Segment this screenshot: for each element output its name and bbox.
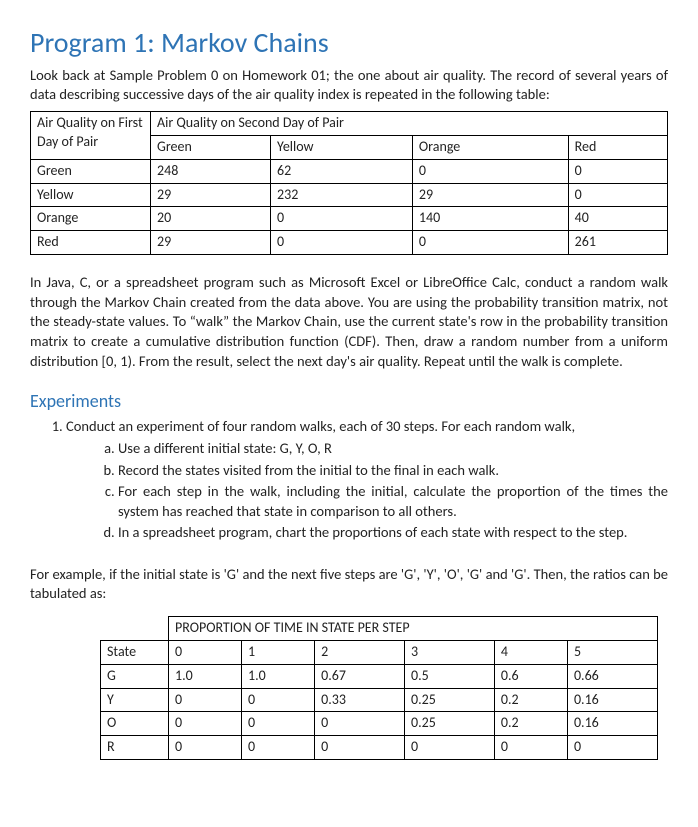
cell: 0 — [494, 736, 567, 760]
col-header: 4 — [494, 640, 567, 664]
cell: 1.0 — [169, 664, 242, 688]
page-title: Program 1: Markov Chains — [30, 24, 668, 62]
col-header: Green — [151, 135, 271, 159]
header-second-day: Air Quality on Second Day of Pair — [151, 111, 668, 135]
row-label: G — [101, 664, 169, 688]
list-item: In a spreadsheet program, chart the prop… — [118, 523, 668, 543]
list-item: Conduct an experiment of four random wal… — [66, 417, 668, 542]
row-label: Orange — [31, 207, 151, 231]
cell: 0.25 — [405, 712, 495, 736]
table-row: R 0 0 0 0 0 0 — [101, 736, 658, 760]
col-header: 5 — [567, 640, 657, 664]
row-label: Green — [31, 159, 151, 183]
cell: 0 — [271, 207, 413, 231]
intro-paragraph: Look back at Sample Problem 0 on Homewor… — [30, 66, 668, 105]
cell: 20 — [151, 207, 271, 231]
table-row: Green 248 62 0 0 — [31, 159, 668, 183]
cell: 0.25 — [405, 688, 495, 712]
cell: 0 — [169, 688, 242, 712]
list-item: Record the states visited from the initi… — [118, 461, 668, 481]
cell: 0.33 — [315, 688, 405, 712]
cell: 62 — [271, 159, 413, 183]
cell: 0 — [242, 688, 315, 712]
cell: 0 — [271, 231, 413, 255]
table-row: Yellow 29 232 29 0 — [31, 183, 668, 207]
air-quality-table: Air Quality on First Day of Pair Air Qua… — [30, 111, 668, 255]
cell: 0 — [412, 231, 568, 255]
table-row: Y 0 0 0.33 0.25 0.2 0.16 — [101, 688, 658, 712]
instructions-paragraph: In Java, C, or a spreadsheet program suc… — [30, 273, 668, 371]
col-header: State — [101, 640, 169, 664]
proportion-table: PROPORTION OF TIME IN STATE PER STEP Sta… — [100, 616, 658, 760]
cell: 0 — [242, 712, 315, 736]
cell: 0.2 — [494, 688, 567, 712]
col-header: 3 — [405, 640, 495, 664]
empty-cell — [101, 616, 169, 640]
row-label: O — [101, 712, 169, 736]
cell: 0 — [568, 159, 667, 183]
row-label: Y — [101, 688, 169, 712]
list-item: Use a different initial state: G, Y, O, … — [118, 439, 668, 459]
cell: 29 — [412, 183, 568, 207]
col-header: Orange — [412, 135, 568, 159]
table-row: Orange 20 0 140 40 — [31, 207, 668, 231]
cell: 261 — [568, 231, 667, 255]
cell: 0.16 — [567, 712, 657, 736]
row-label: Red — [31, 231, 151, 255]
cell: 0 — [568, 183, 667, 207]
table-row: Red 29 0 0 261 — [31, 231, 668, 255]
header-first-day: Air Quality on First Day of Pair — [31, 111, 151, 159]
table-row: O 0 0 0 0.25 0.2 0.16 — [101, 712, 658, 736]
example-paragraph: For example, if the initial state is 'G'… — [30, 565, 668, 604]
sub-list: Use a different initial state: G, Y, O, … — [66, 439, 668, 543]
cell: 232 — [271, 183, 413, 207]
row-label: R — [101, 736, 169, 760]
col-header: 2 — [315, 640, 405, 664]
cell: 40 — [568, 207, 667, 231]
table-row: State 0 1 2 3 4 5 — [101, 640, 658, 664]
proportion-title: PROPORTION OF TIME IN STATE PER STEP — [169, 616, 658, 640]
table-row: Air Quality on First Day of Pair Air Qua… — [31, 111, 668, 135]
cell: 1.0 — [242, 664, 315, 688]
cell: 248 — [151, 159, 271, 183]
cell: 0.2 — [494, 712, 567, 736]
cell: 0 — [315, 712, 405, 736]
row-label: Yellow — [31, 183, 151, 207]
list-item-text: Conduct an experiment of four random wal… — [66, 417, 575, 435]
experiments-heading: Experiments — [30, 389, 668, 413]
cell: 0.5 — [405, 664, 495, 688]
col-header: Red — [568, 135, 667, 159]
cell: 0 — [567, 736, 657, 760]
cell: 0.67 — [315, 664, 405, 688]
experiment-list: Conduct an experiment of four random wal… — [30, 417, 668, 542]
cell: 0.66 — [567, 664, 657, 688]
cell: 0 — [169, 712, 242, 736]
cell: 0 — [169, 736, 242, 760]
cell: 0.6 — [494, 664, 567, 688]
col-header: Yellow — [271, 135, 413, 159]
cell: 0 — [315, 736, 405, 760]
col-header: 0 — [169, 640, 242, 664]
table-row: G 1.0 1.0 0.67 0.5 0.6 0.66 — [101, 664, 658, 688]
cell: 0.16 — [567, 688, 657, 712]
cell: 0 — [242, 736, 315, 760]
list-item: For each step in the walk, including the… — [118, 482, 668, 521]
table-row: PROPORTION OF TIME IN STATE PER STEP — [101, 616, 658, 640]
col-header: 1 — [242, 640, 315, 664]
cell: 29 — [151, 231, 271, 255]
cell: 29 — [151, 183, 271, 207]
cell: 140 — [412, 207, 568, 231]
cell: 0 — [412, 159, 568, 183]
cell: 0 — [405, 736, 495, 760]
